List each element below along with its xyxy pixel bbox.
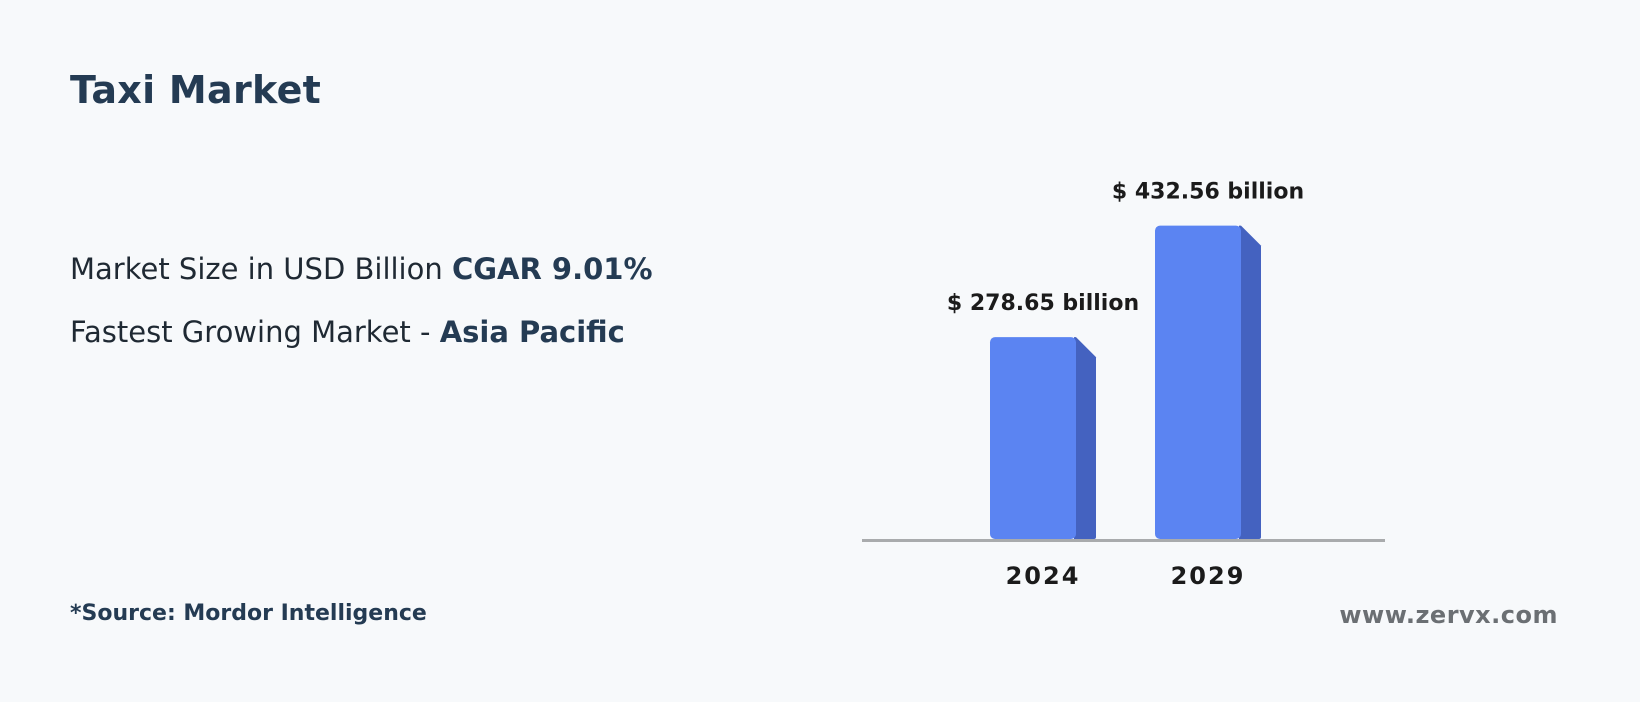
bar-2024 bbox=[990, 337, 1076, 539]
fastest-growing-region: Asia Pacific bbox=[439, 315, 625, 349]
x-tick-label-2024: 2024 bbox=[1006, 562, 1081, 590]
bar-side-2029 bbox=[1239, 225, 1261, 539]
fastest-growing-line: Fastest Growing Market - Asia Pacific bbox=[70, 315, 625, 349]
bar-2029 bbox=[1155, 225, 1241, 539]
page-title: Taxi Market bbox=[70, 68, 322, 112]
bar-side-2024 bbox=[1074, 337, 1096, 539]
bar-value-label-2029: $ 432.56 billion bbox=[1112, 180, 1304, 205]
x-tick-label-2029: 2029 bbox=[1171, 562, 1246, 590]
fastest-growing-label: Fastest Growing Market - bbox=[70, 315, 440, 349]
cagr-value: CGAR 9.01% bbox=[451, 252, 653, 286]
market-size-line: Market Size in USD Billion CGAR 9.01% bbox=[70, 252, 653, 286]
market-size-label: Market Size in USD Billion bbox=[70, 252, 452, 286]
source-note: *Source: Mordor Intelligence bbox=[70, 601, 427, 626]
bar-value-label-2024: $ 278.65 billion bbox=[947, 291, 1139, 316]
website-link[interactable]: www.zervx.com bbox=[1339, 601, 1558, 629]
